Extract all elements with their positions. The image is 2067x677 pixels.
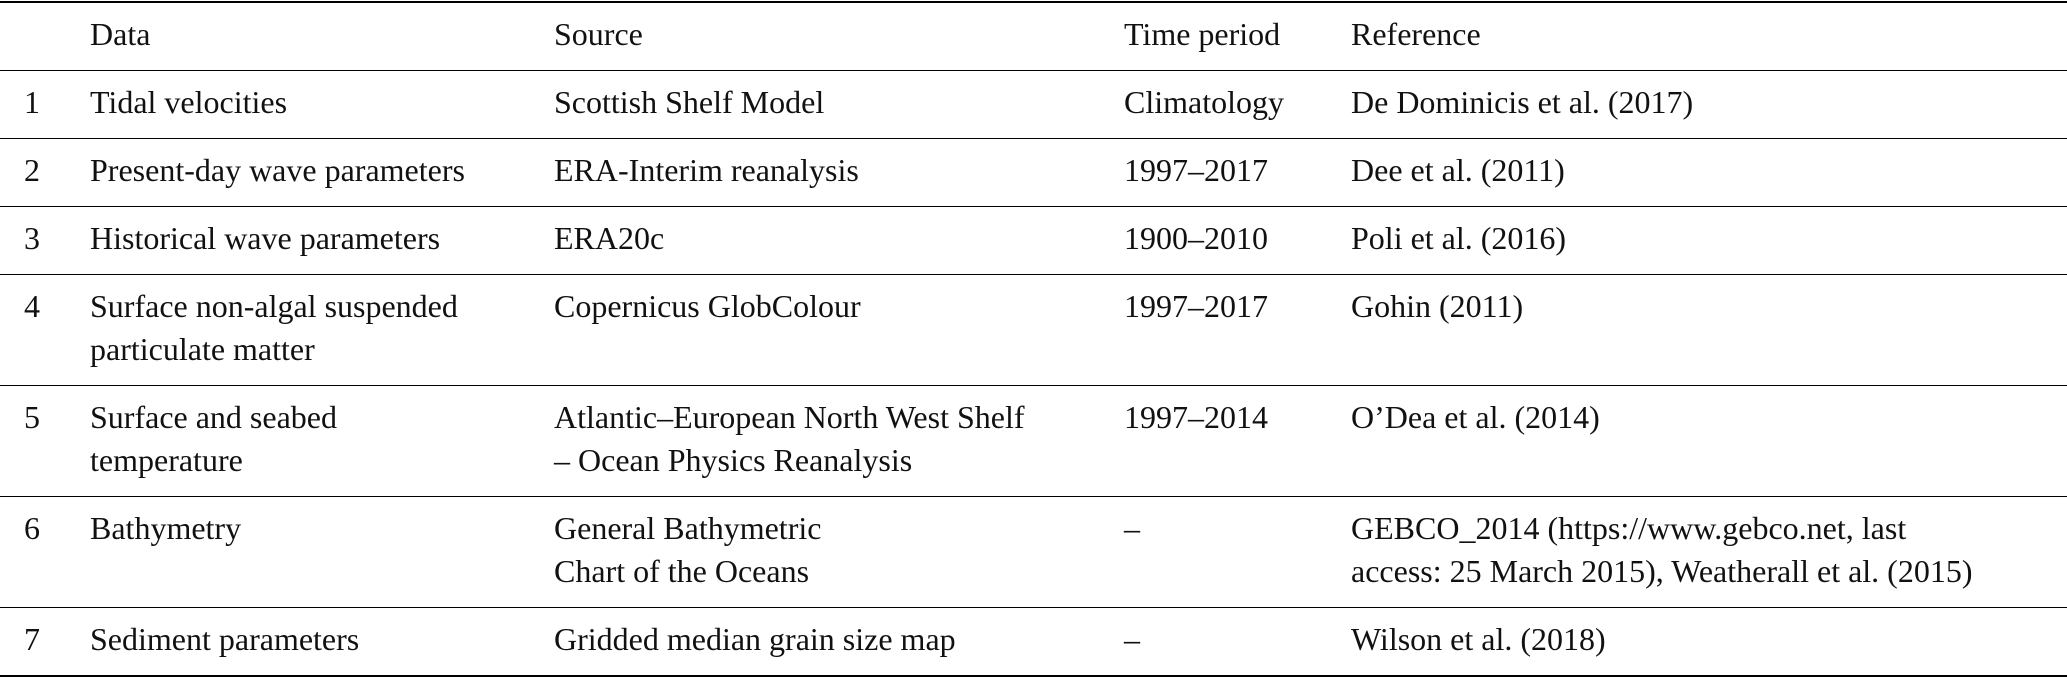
cell-text: Dee et al. (2011) (1351, 152, 1565, 188)
table-row: 1 Tidal velocities Scottish Shelf Model Cli… (0, 71, 2067, 139)
table-row: 6 Bathymetry General Bathymetric Chart of t… (0, 497, 2067, 608)
cell-text: Scottish Shelf Model (554, 84, 825, 120)
cell-text: temperature (90, 442, 243, 478)
table-row: 4 Surface non-algal suspended particulate … (0, 275, 2067, 386)
table-cell: – (1124, 618, 1140, 661)
header-cell: Source (554, 13, 643, 56)
table-row: 3 Historical wave parameters ERA20c 1900–20… (0, 207, 2067, 275)
table-cell: ERA-Interim reanalysis (554, 149, 859, 192)
cell-text: 4 (24, 288, 40, 324)
cell-text: 1 (24, 84, 40, 120)
cell-text: 2 (24, 152, 40, 188)
table-row: 2 Present-day wave parameters ERA-Interim … (0, 139, 2067, 207)
cell-text: Poli et al. (2016) (1351, 220, 1567, 256)
table-cell: Copernicus GlobColour (554, 285, 861, 328)
cell-text: ERA20c (554, 220, 665, 256)
cell-text: particulate matter (90, 331, 315, 367)
header-cell: Time period (1124, 13, 1280, 56)
table-cell: GEBCO_2014 (https://www.gebco.net, last a… (1351, 507, 1972, 593)
table-cell: Gridded median grain size map (554, 618, 956, 661)
table-cell: 3 (24, 217, 40, 260)
cell-text: Present-day wave parameters (90, 152, 465, 188)
table-cell: Dee et al. (2011) (1351, 149, 1565, 192)
cell-text: – (1124, 510, 1140, 546)
header-text: Source (554, 16, 643, 52)
cell-text: Chart of the Oceans (554, 553, 810, 589)
table-cell: De Dominicis et al. (2017) (1351, 81, 1693, 124)
table-cell: Climatology (1124, 81, 1284, 124)
cell-text: Gohin (2011) (1351, 288, 1524, 324)
cell-text: 3 (24, 220, 40, 256)
cell-text: 1997–2017 (1124, 288, 1268, 324)
cell-text: Wilson et al. (2018) (1351, 621, 1606, 657)
table-cell: Present-day wave parameters (90, 149, 465, 192)
table-row: 7 Sediment parameters Gridded median grain… (0, 608, 2067, 677)
table-cell: 1 (24, 81, 40, 124)
table-cell: 1900–2010 (1124, 217, 1268, 260)
table-row: 5 Surface and seabed temperature Atlantic–E… (0, 386, 2067, 497)
table-cell: 2 (24, 149, 40, 192)
cell-text: Climatology (1124, 84, 1284, 120)
table-cell: – (1124, 507, 1140, 550)
cell-text: Copernicus GlobColour (554, 288, 861, 324)
cell-text: Atlantic–European North West Shelf (554, 399, 1025, 435)
cell-text: 6 (24, 510, 40, 546)
cell-text: 7 (24, 621, 40, 657)
cell-text: Gridded median grain size map (554, 621, 956, 657)
table-cell: Surface non-algal suspended particulate m… (90, 285, 458, 371)
table-cell: Atlantic–European North West Shelf – Ocea… (554, 396, 1025, 482)
table-cell: 6 (24, 507, 40, 550)
table-cell: 5 (24, 396, 40, 439)
table-cell: 1997–2014 (1124, 396, 1268, 439)
cell-text: – Ocean Physics Reanalysis (554, 442, 913, 478)
header-row: Data Source Time period Reference (0, 3, 2067, 71)
cell-text: ERA-Interim reanalysis (554, 152, 859, 188)
cell-text: GEBCO_2014 (https://www.gebco.net, last (1351, 510, 1907, 546)
table-cell: Sediment parameters (90, 618, 359, 661)
table-cell: Tidal velocities (90, 81, 287, 124)
cell-text: 1900–2010 (1124, 220, 1268, 256)
header-text: Reference (1351, 16, 1481, 52)
table-cell: 4 (24, 285, 40, 328)
table-cell: O’Dea et al. (2014) (1351, 396, 1600, 439)
cell-text: 1997–2017 (1124, 152, 1268, 188)
header-text: Data (90, 16, 151, 52)
table-cell: Bathymetry (90, 507, 241, 550)
cell-text: Surface non-algal suspended (90, 288, 458, 324)
table-cell: Surface and seabed temperature (90, 396, 337, 482)
cell-text: 1997–2014 (1124, 399, 1268, 435)
cell-text: access: 25 March 2015), Weatherall et al… (1351, 553, 1973, 589)
cell-text: Surface and seabed (90, 399, 337, 435)
header-cell: Reference (1351, 13, 1481, 56)
header-cell: Data (90, 13, 150, 56)
cell-text: General Bathymetric (554, 510, 822, 546)
table-cell: Poli et al. (2016) (1351, 217, 1566, 260)
table-cell: ERA20c (554, 217, 664, 260)
table-cell: 1997–2017 (1124, 149, 1268, 192)
header-text: Time period (1124, 16, 1281, 52)
table-cell: Wilson et al. (2018) (1351, 618, 1606, 661)
cell-text: 5 (24, 399, 40, 435)
table-cell: General Bathymetric Chart of the Oceans (554, 507, 821, 593)
cell-text: Historical wave parameters (90, 220, 441, 256)
cell-text: Bathymetry (90, 510, 242, 546)
cell-text: – (1124, 621, 1140, 657)
cell-text: De Dominicis et al. (2017) (1351, 84, 1694, 120)
cell-text: O’Dea et al. (2014) (1351, 399, 1600, 435)
cell-text: Sediment parameters (90, 621, 360, 657)
table-cell: Gohin (2011) (1351, 285, 1523, 328)
table-cell: 7 (24, 618, 40, 661)
table-cell: Scottish Shelf Model (554, 81, 824, 124)
table-cell: Historical wave parameters (90, 217, 440, 260)
cell-text: Tidal velocities (90, 84, 288, 120)
table-cell: 1997–2017 (1124, 285, 1268, 328)
